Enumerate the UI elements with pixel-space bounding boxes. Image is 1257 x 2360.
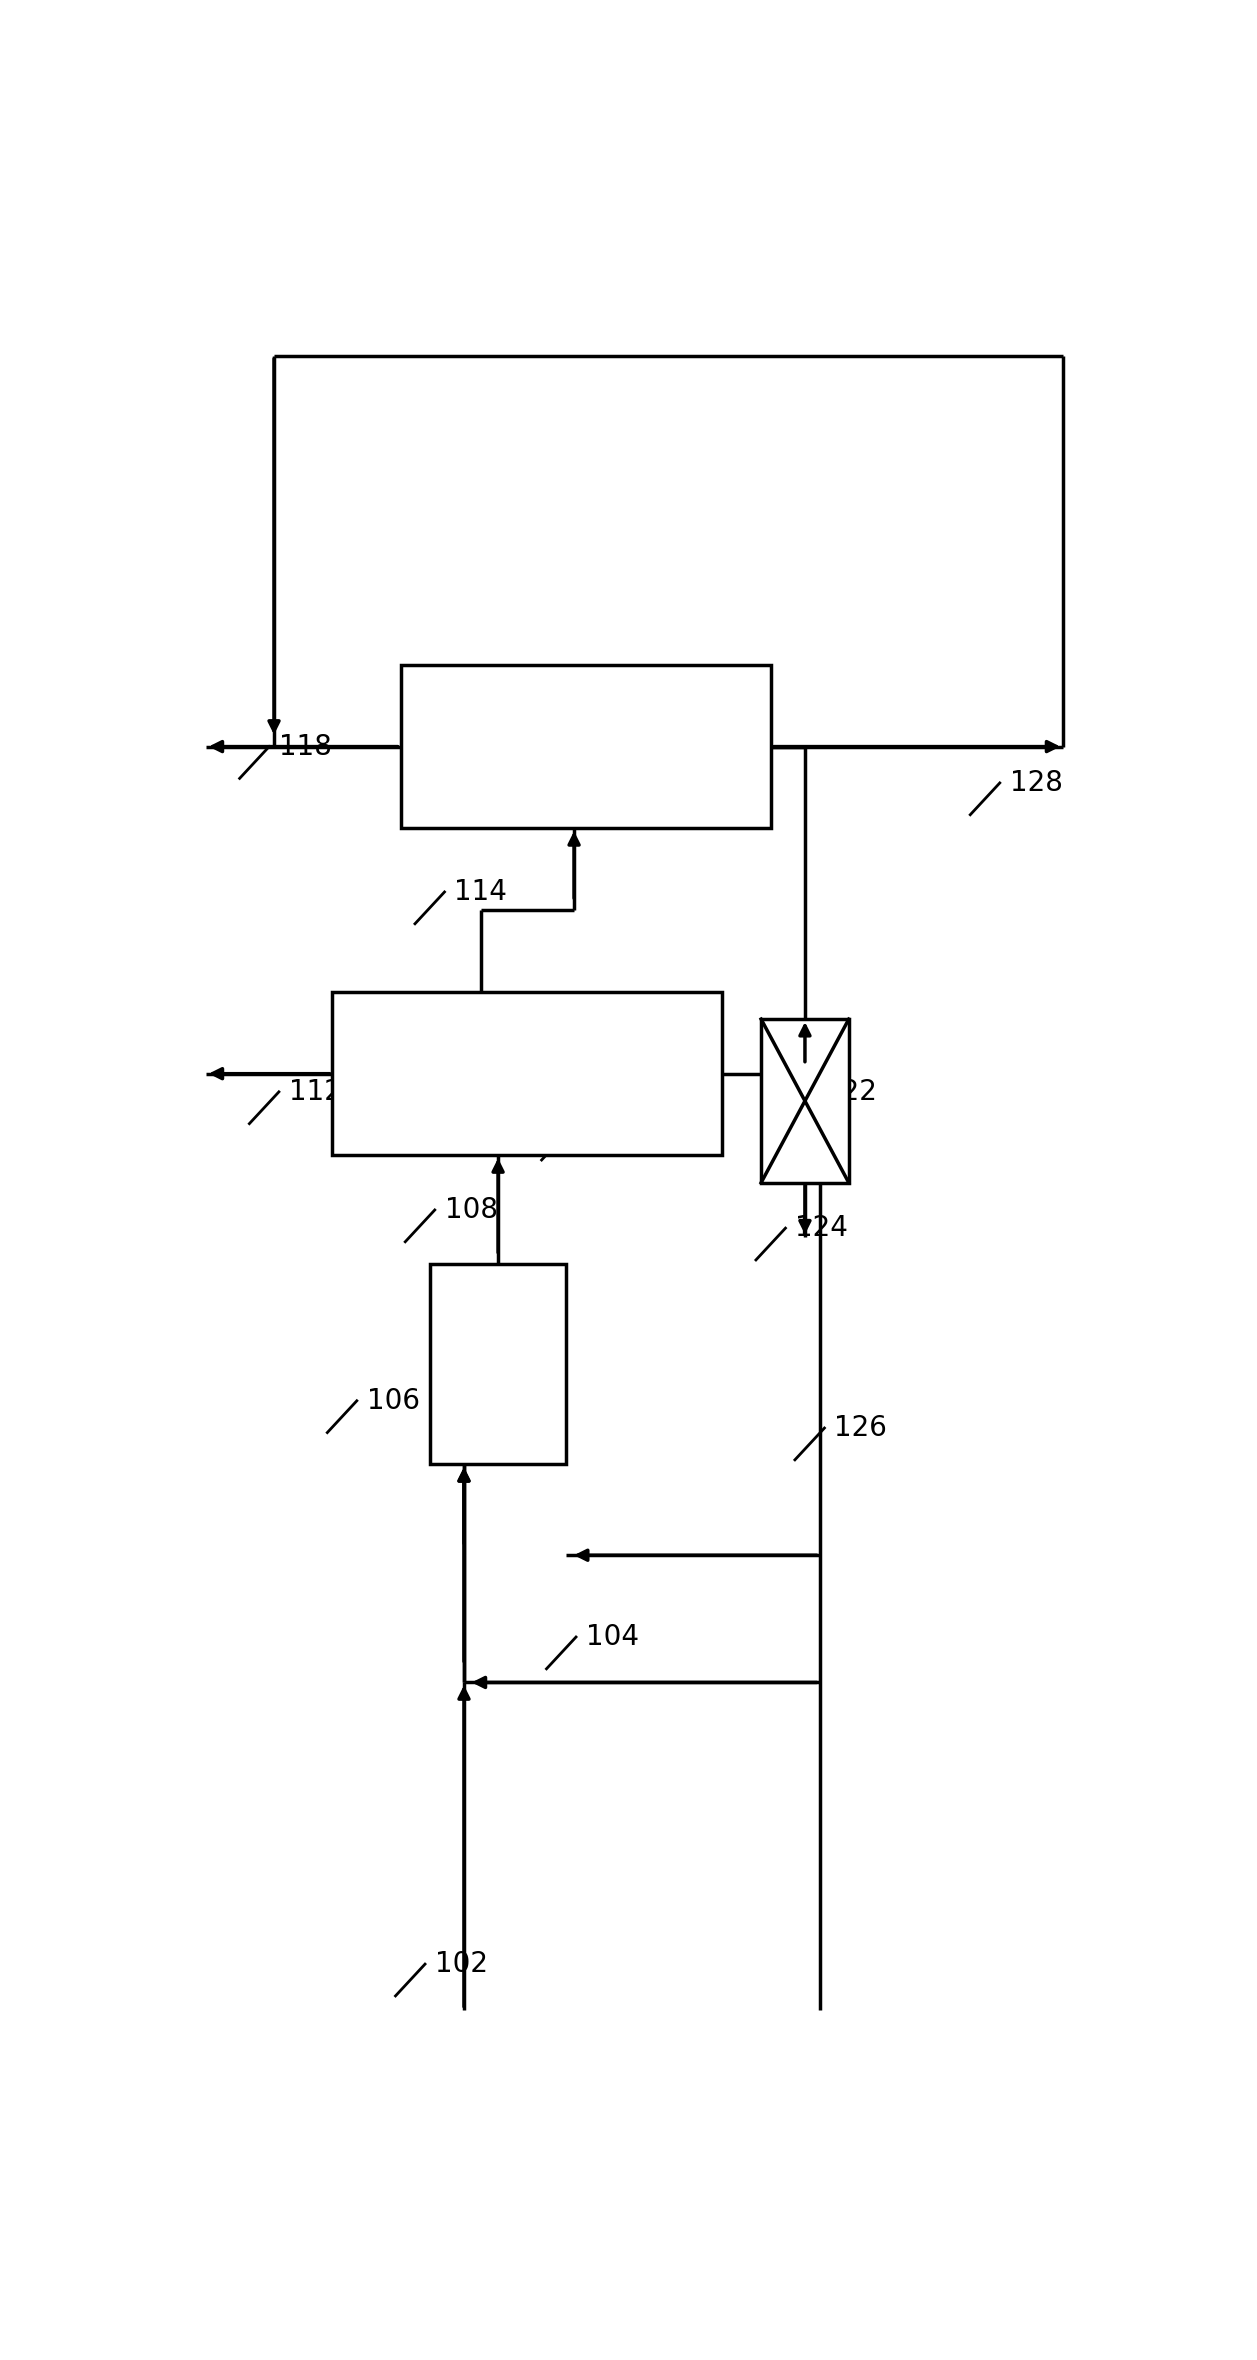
Text: 104: 104 [586,1624,639,1652]
Bar [430,1265,566,1463]
Bar [332,991,723,1156]
Text: 118: 118 [279,732,332,760]
Text: 116: 116 [532,769,585,798]
Text: 110: 110 [581,1114,634,1142]
Bar [401,666,771,828]
Text: 106: 106 [367,1388,420,1414]
Bar [760,1020,848,1182]
Text: 112: 112 [289,1079,342,1107]
Text: 124: 124 [796,1213,848,1241]
Text: 126: 126 [835,1414,887,1442]
Text: 114: 114 [454,878,507,906]
Text: 122: 122 [825,1079,877,1107]
Text: 102: 102 [435,1949,488,1978]
Text: 128: 128 [1009,769,1062,798]
Text: 120: 120 [688,769,742,798]
Text: 108: 108 [445,1197,498,1225]
